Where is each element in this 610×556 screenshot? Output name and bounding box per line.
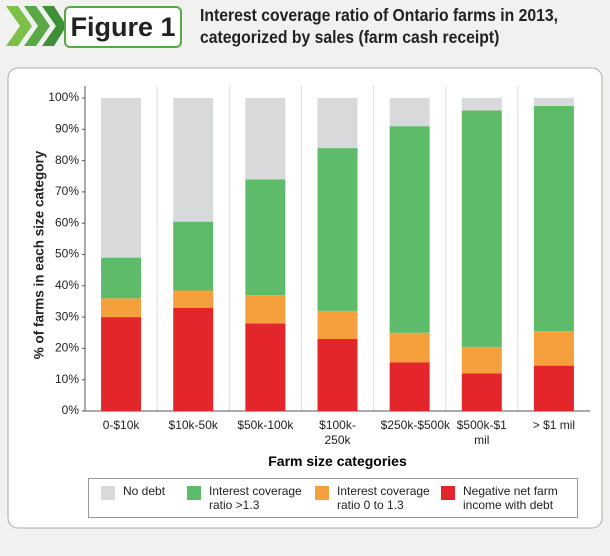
bar-segment	[101, 257, 142, 299]
y-tick-label: 10%	[55, 372, 79, 386]
x-tick-label: $10k-50k	[168, 418, 218, 432]
legend-swatch	[187, 486, 201, 500]
bar-segment	[317, 339, 358, 411]
bar-segment	[461, 346, 502, 374]
bar-segment	[173, 307, 214, 411]
bar-segment	[101, 98, 142, 258]
bar-segment	[461, 373, 502, 411]
bar-segment	[317, 98, 358, 149]
legend-swatch	[101, 486, 115, 500]
bar-segment	[533, 105, 574, 332]
legend-label: No debt	[123, 484, 166, 498]
y-tick-label: 0%	[62, 403, 80, 417]
bar-segment	[389, 98, 430, 127]
x-tick-label: > $1 mil	[532, 418, 576, 432]
x-tick-label: 0-$10k	[102, 418, 140, 432]
bar-segment	[389, 362, 430, 411]
x-tick-label: $50k-100k	[237, 418, 294, 432]
bar-segment	[389, 332, 430, 363]
bar-segment	[317, 310, 358, 340]
legend-label: Negative net farm income with debt	[463, 484, 558, 512]
x-tick-label: $100k-250k	[319, 418, 356, 447]
x-tick-label: $250k-$500k	[380, 418, 451, 432]
bar-segment	[173, 98, 214, 222]
y-tick-label: 60%	[55, 215, 79, 229]
legend-swatch	[315, 486, 329, 500]
legend-label: Interest coverage ratio 0 to 1.3	[337, 484, 430, 512]
y-tick-label: 80%	[55, 153, 79, 167]
bar-segment	[245, 98, 286, 180]
chart-frame	[7, 67, 603, 529]
bar-segment	[245, 179, 286, 296]
bar-segment	[461, 98, 502, 111]
y-tick-label: 100%	[48, 90, 79, 104]
chart-title: Interest coverage ratio of Ontario farms…	[200, 5, 559, 47]
y-tick-label: 70%	[55, 184, 79, 198]
bar-segment	[533, 98, 574, 106]
bar-segment	[533, 331, 574, 366]
y-tick-label: 20%	[55, 341, 79, 355]
bar-segment	[245, 323, 286, 411]
x-axis-title: Farm size categories	[268, 453, 407, 469]
bar-segment	[101, 298, 142, 318]
bar-segment	[173, 221, 214, 291]
legend-label: Interest coverage ratio >1.3	[209, 484, 302, 512]
y-tick-label: 50%	[55, 247, 79, 261]
y-axis-title: % of farms in each size category	[32, 150, 47, 359]
bar-segment	[101, 317, 142, 411]
x-tick-label: $500k-$1 mil	[456, 418, 507, 447]
bar-segment	[461, 110, 502, 347]
y-tick-label: 90%	[55, 121, 79, 135]
bar-segment	[317, 148, 358, 311]
y-tick-label: 30%	[55, 309, 79, 323]
legend-swatch	[441, 486, 455, 500]
figure-label: Figure 1	[64, 6, 182, 48]
bar-segment	[245, 295, 286, 324]
legend: No debt Interest coverage ratio >1.3 Inter…	[88, 478, 578, 518]
chevrons	[6, 6, 64, 46]
bar-segment	[173, 290, 214, 308]
y-tick-label: 40%	[55, 278, 79, 292]
bar-segment	[389, 126, 430, 333]
bar-segment	[533, 365, 574, 411]
